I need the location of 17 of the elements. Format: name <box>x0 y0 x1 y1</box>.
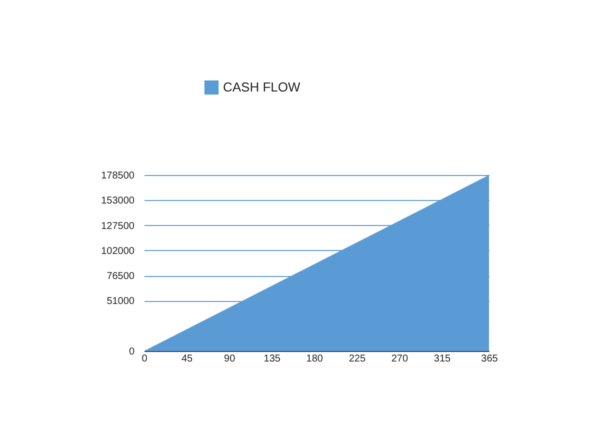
y-tick-label: 178500 <box>101 170 135 182</box>
x-tick-label: 135 <box>264 354 281 364</box>
y-tick-label: 51000 <box>106 296 135 308</box>
legend-label: CASH FLOW <box>223 80 302 94</box>
x-tick-label: 270 <box>391 354 408 364</box>
x-tick-label: 365 <box>481 354 498 364</box>
x-tick-label: 315 <box>434 354 452 364</box>
x-tick-label: 0 <box>142 354 148 364</box>
y-tick-label: 102000 <box>101 246 135 257</box>
y-tick-label: 0 <box>128 346 135 358</box>
x-tick-label: 180 <box>306 354 324 364</box>
y-tick-label: 153000 <box>101 196 135 207</box>
y-tick-label: 127500 <box>101 220 135 232</box>
x-tick-label: 225 <box>348 354 366 364</box>
x-tick-label: 45 <box>181 354 194 364</box>
x-tick-label: 90 <box>224 354 236 364</box>
y-tick-label: 76500 <box>106 271 135 282</box>
